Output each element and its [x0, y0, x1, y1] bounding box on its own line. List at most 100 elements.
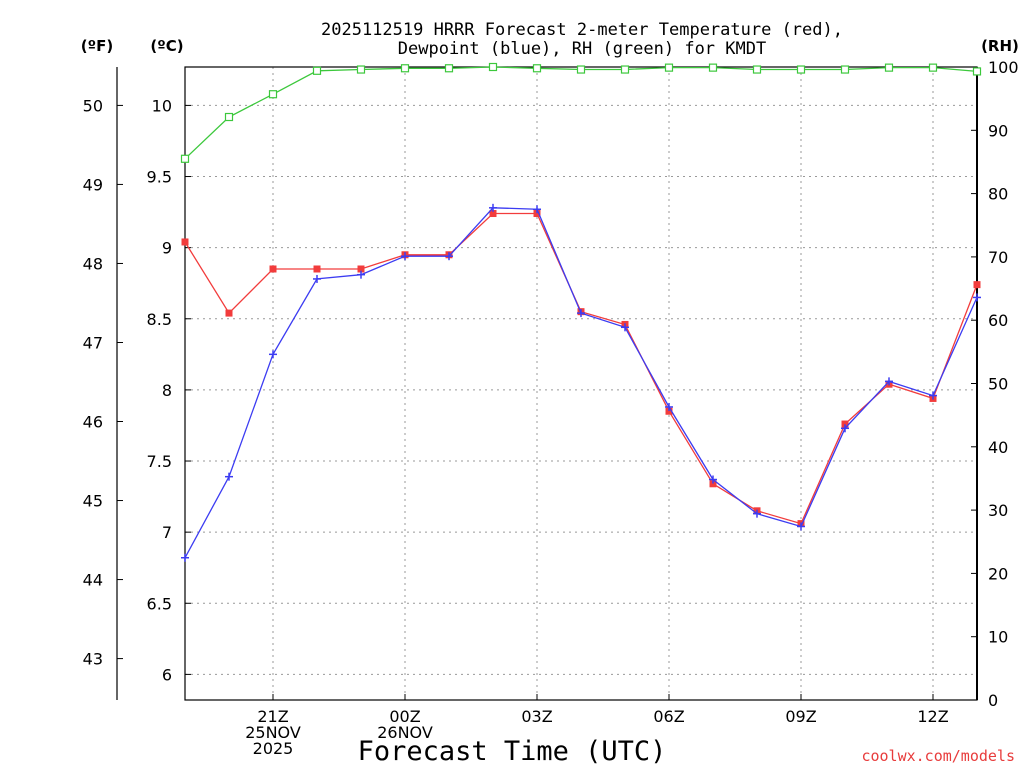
fahrenheit-tick-label: 45: [83, 492, 103, 511]
celsius-tick-label: 8.5: [147, 310, 172, 329]
rh-tick-label: 50: [988, 375, 1008, 394]
celsius-tick-label: 10: [152, 96, 172, 115]
rh-point: [532, 64, 542, 73]
fahrenheit-tick-label: 50: [83, 96, 103, 115]
temperature-point: [665, 407, 673, 415]
fahrenheit-tick-label: 44: [83, 571, 103, 590]
celsius-tick-label: 9.5: [147, 168, 172, 187]
dewpoint-point: [225, 472, 233, 481]
celsius-tick-label: 7: [162, 523, 172, 542]
fahrenheit-tick-label: 47: [83, 333, 103, 352]
temperature-line: [184, 212, 978, 525]
chart-title-line2: Dewpoint (blue), RH (green) for KMDT: [398, 39, 766, 59]
rh-point: [224, 112, 234, 122]
rh-point: [488, 62, 498, 72]
dewpoint-point: [489, 203, 497, 212]
rh-tick-label: 40: [988, 438, 1008, 457]
fahrenheit-tick-label: 46: [83, 413, 103, 432]
rh-tick-label: 90: [988, 121, 1008, 140]
rh-point: [796, 65, 806, 74]
rh-point: [884, 63, 894, 72]
dewpoint-point: [885, 377, 893, 386]
time-tick-label: 00Z: [389, 707, 420, 726]
temperature-point: [313, 265, 321, 273]
temperature-point: [357, 265, 365, 273]
rh-point: [356, 65, 366, 74]
temperature-point: [181, 238, 189, 246]
rh-tick-label: 0: [988, 691, 998, 710]
temperature-point: [841, 420, 849, 428]
fahrenheit-unit-label: (ºF): [81, 37, 113, 55]
rh-point: [972, 67, 982, 76]
time-tick-label: 21Z: [257, 707, 288, 726]
celsius-tick-label: 7.5: [147, 452, 172, 471]
dewpoint-point: [533, 205, 541, 214]
rh-point: [620, 65, 630, 74]
rh-tick-label: 70: [988, 248, 1008, 267]
rh-unit-label: (RH): [981, 37, 1019, 55]
temperature-point: [533, 210, 541, 218]
dewpoint-point: [797, 522, 805, 531]
dewpoint-point: [445, 252, 453, 261]
credit-link[interactable]: coolwx.com/models: [861, 747, 1015, 765]
rh-tick-label: 30: [988, 501, 1008, 520]
dewpoint-line: [184, 207, 978, 559]
temperature-point: [709, 480, 717, 488]
dewpoint-point: [269, 350, 277, 359]
time-tick-label: 09Z: [785, 707, 816, 726]
dewpoint-point: [577, 309, 585, 318]
rh-point: [268, 90, 278, 99]
rh-point: [752, 65, 762, 74]
celsius-tick-label: 6: [162, 665, 172, 684]
dewpoint-point: [313, 274, 321, 283]
dewpoint-point: [401, 252, 409, 261]
celsius-tick-label: 8: [162, 381, 172, 400]
fahrenheit-tick-label: 43: [83, 650, 103, 669]
celsius-tick-label: 6.5: [147, 594, 172, 613]
time-tick-label: 2025: [253, 739, 294, 758]
rh-tick-label: 10: [988, 628, 1008, 647]
rh-tick-label: 20: [988, 564, 1008, 583]
axes: [116, 66, 978, 701]
rh-point: [576, 65, 586, 74]
chart-title-line1: 2025112519 HRRR Forecast 2-meter Tempera…: [321, 20, 843, 40]
dewpoint-point: [181, 553, 189, 562]
dewpoint-point: [357, 270, 365, 279]
dewpoint-point: [709, 475, 717, 484]
rh-point: [180, 154, 190, 163]
rh-point: [840, 65, 850, 74]
dewpoint-point: [665, 402, 673, 411]
x-axis-label: Forecast Time (UTC): [358, 736, 667, 767]
rh-point: [400, 64, 410, 73]
plot-frame: [184, 66, 978, 701]
time-tick-label: 06Z: [653, 707, 684, 726]
grid-lines: [185, 67, 977, 700]
rh-tick-label: 100: [988, 58, 1019, 77]
temperature-point: [489, 210, 497, 218]
celsius-unit-label: (ºC): [150, 37, 183, 55]
time-tick-label: 26NOV: [377, 723, 433, 742]
rh-line: [184, 66, 978, 160]
time-tick-label: 03Z: [521, 707, 552, 726]
fahrenheit-tick-label: 49: [83, 175, 103, 194]
rh-point: [444, 64, 454, 73]
time-tick-label: 12Z: [917, 707, 948, 726]
tick-labels: 6 6.5 7 7.5 8 8.5 9 9.5 10 43 44 45 46 47 48 49 50 0 10 20 3…: [83, 58, 1019, 758]
celsius-tick-label: 9: [162, 239, 172, 258]
rh-point: [664, 63, 674, 72]
data-series: [180, 62, 982, 562]
fahrenheit-tick-label: 48: [83, 254, 103, 273]
rh-tick-label: 80: [988, 185, 1008, 204]
temperature-point: [973, 281, 981, 289]
rh-point: [312, 66, 322, 75]
temperature-point: [225, 309, 233, 317]
dewpoint-point: [841, 424, 849, 433]
dewpoint-point: [621, 323, 629, 332]
dewpoint-point: [973, 293, 981, 302]
dewpoint-point: [929, 391, 937, 400]
time-tick-label: 25NOV: [245, 723, 301, 742]
rh-point: [928, 63, 938, 72]
rh-point: [708, 63, 718, 72]
dewpoint-point: [753, 509, 761, 518]
